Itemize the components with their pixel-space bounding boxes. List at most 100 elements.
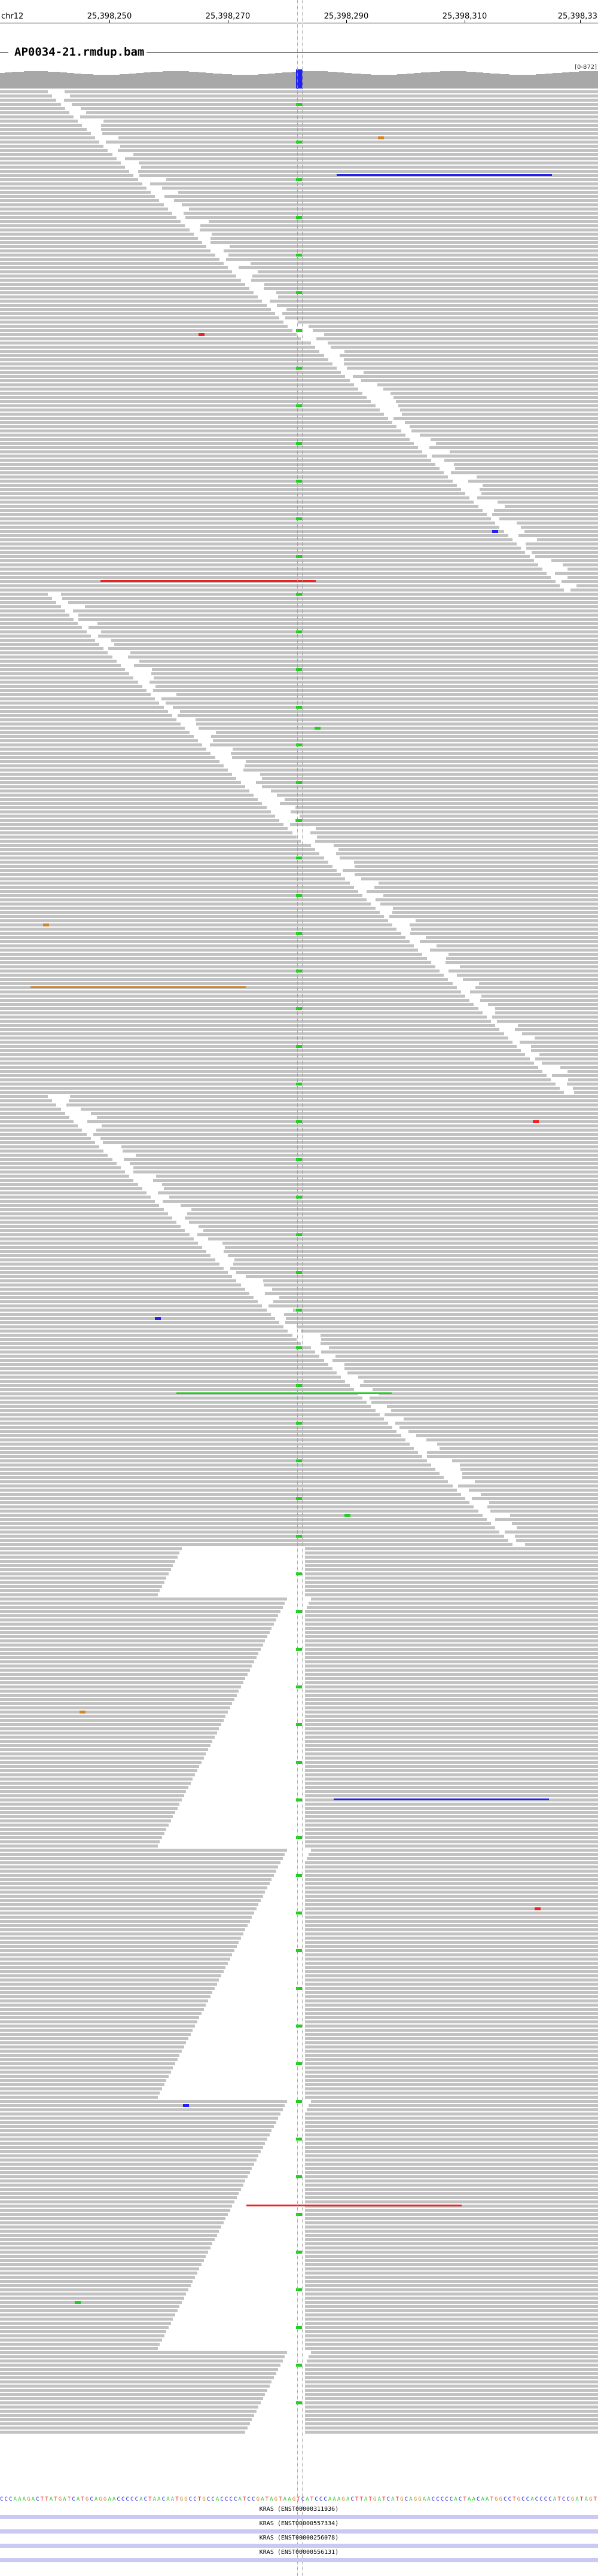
- coverage-bar: [194, 72, 196, 89]
- read: [72, 103, 598, 106]
- read: [315, 840, 598, 843]
- read: [0, 1798, 182, 1801]
- coverage-bar: [385, 75, 388, 89]
- coverage-bar: [172, 71, 175, 89]
- gene-feature[interactable]: KRAS (ENST00000311936): [0, 2506, 598, 2520]
- read: [0, 1639, 265, 1642]
- read: [301, 1330, 598, 1333]
- reference-base: C: [36, 2496, 39, 2502]
- read: [383, 894, 598, 897]
- reference-base: T: [355, 2496, 359, 2502]
- read: [305, 1614, 598, 1617]
- read: [0, 815, 275, 818]
- read: [106, 141, 598, 144]
- read: [495, 1007, 598, 1010]
- read: [398, 404, 598, 407]
- read: [0, 107, 65, 110]
- read: [0, 2104, 285, 2107]
- read: [276, 291, 598, 294]
- read: [305, 2167, 598, 2170]
- coverage-bar: [344, 73, 347, 89]
- read: [0, 291, 254, 294]
- coverage-bar: [242, 75, 244, 89]
- coverage-bar: [352, 74, 354, 89]
- reference-base: A: [377, 2496, 381, 2502]
- coverage-bar: [2, 73, 5, 89]
- coverage-bar: [476, 72, 478, 89]
- reference-base: A: [215, 2496, 219, 2502]
- read: [0, 2380, 271, 2383]
- read: [185, 216, 598, 219]
- gene-feature[interactable]: KRAS (ENST00000256078): [0, 2535, 598, 2549]
- read: [0, 513, 487, 516]
- coverage-bar: [443, 71, 445, 89]
- coverage-bar: [337, 72, 340, 89]
- read: [0, 1681, 243, 1684]
- read: [0, 1330, 288, 1333]
- gene-bar[interactable]: [0, 2558, 598, 2562]
- read: [0, 1417, 384, 1420]
- read: [291, 810, 598, 813]
- read: [452, 1459, 598, 1462]
- read: [0, 1476, 444, 1479]
- coverage-bar: [141, 73, 144, 89]
- read: [0, 1572, 169, 1575]
- read: [85, 605, 598, 608]
- read: [0, 2263, 202, 2266]
- read: [0, 300, 262, 303]
- read: [340, 354, 598, 357]
- read: [0, 111, 69, 114]
- track-header[interactable]: AP0034-21.rmdup.bam: [0, 42, 598, 60]
- read: [305, 1886, 598, 1889]
- coverage-bar: [512, 75, 514, 89]
- read: [460, 1464, 598, 1467]
- read: [0, 1510, 478, 1513]
- read: [524, 530, 598, 533]
- read: [184, 212, 598, 215]
- reference-base: G: [499, 2496, 502, 2502]
- read: [0, 367, 337, 370]
- read: [0, 124, 82, 127]
- read: [393, 396, 598, 399]
- read: [574, 1091, 598, 1094]
- gene-bar[interactable]: [0, 2529, 598, 2534]
- coverage-bar: [407, 74, 409, 89]
- gene-track[interactable]: KRAS (ENST00000311936) KRAS (ENST0000055…: [0, 2506, 598, 2563]
- reference-base: T: [512, 2496, 516, 2502]
- read: [0, 1614, 278, 1617]
- read: [0, 1551, 179, 1554]
- gene-feature[interactable]: KRAS (ENST00000557334): [0, 2520, 598, 2535]
- read-mismatch: [296, 1196, 302, 1199]
- gene-feature[interactable]: KRAS (ENST00000556131): [0, 2549, 598, 2563]
- read: [0, 2062, 175, 2065]
- coverage-track[interactable]: [0, 66, 598, 89]
- read: [396, 400, 598, 403]
- track-title[interactable]: AP0034-21.rmdup.bam: [12, 45, 147, 59]
- coverage-bar: [153, 72, 155, 89]
- read: [498, 501, 598, 504]
- read: [0, 1778, 193, 1781]
- coverage-bar: [108, 75, 110, 89]
- reference-base: T: [81, 2496, 84, 2502]
- read: [0, 475, 448, 478]
- coverage-bar: [230, 74, 232, 89]
- read: [305, 2322, 598, 2325]
- gene-bar[interactable]: [0, 2544, 598, 2548]
- coverage-bar: [356, 74, 359, 89]
- read: [305, 1832, 598, 1835]
- read: [405, 421, 598, 424]
- read: [233, 1263, 598, 1266]
- read: [0, 237, 198, 240]
- read-mismatch: [296, 593, 302, 596]
- read: [305, 2133, 598, 2136]
- read: [305, 1585, 598, 1588]
- read: [0, 1673, 248, 1676]
- read: [0, 693, 151, 696]
- gene-bar[interactable]: [0, 2515, 598, 2519]
- coverage-bar: [330, 72, 332, 89]
- read: [305, 2179, 598, 2182]
- read: [98, 635, 598, 638]
- reference-base: C: [350, 2496, 354, 2502]
- read: [0, 2221, 224, 2224]
- alignment-reads[interactable]: [0, 90, 598, 2488]
